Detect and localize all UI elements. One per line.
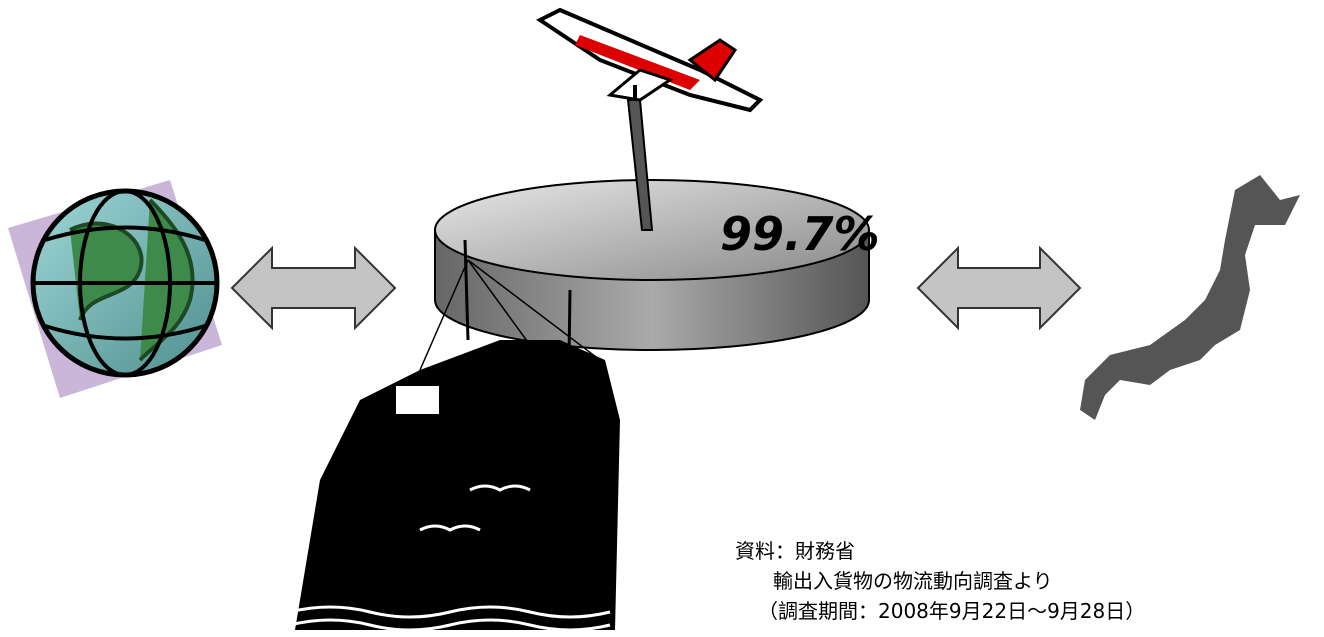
airplane-icon: [536, 7, 764, 113]
globe-icon: [8, 180, 222, 398]
ship-icon: [289, 239, 620, 632]
source-line: （調査期間：2008年9月22日～9月28日）: [758, 599, 1145, 623]
arrow-right: [916, 245, 1082, 331]
pie-label: 99.7%: [720, 207, 880, 261]
japan-map: [1080, 175, 1300, 420]
source-line: 輸出入貨物の物流動向調査より: [773, 569, 1053, 593]
pie-cylinder: [434, 99, 870, 351]
arrow-left: [230, 245, 397, 331]
source-line: 資料：財務省: [735, 539, 855, 563]
